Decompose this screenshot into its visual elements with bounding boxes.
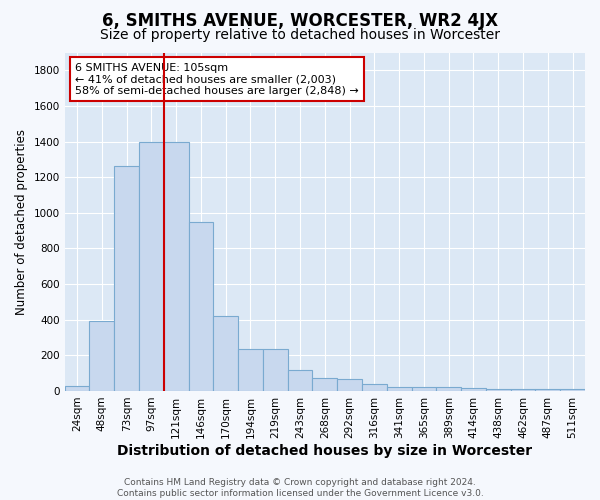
Bar bbox=[362, 384, 387, 391]
Bar bbox=[287, 370, 313, 391]
Text: Size of property relative to detached houses in Worcester: Size of property relative to detached ho… bbox=[100, 28, 500, 42]
Bar bbox=[214, 316, 238, 391]
Bar bbox=[337, 380, 362, 391]
Bar bbox=[535, 389, 560, 391]
Bar bbox=[461, 388, 486, 391]
Bar bbox=[164, 142, 188, 391]
Text: 6 SMITHS AVENUE: 105sqm
← 41% of detached houses are smaller (2,003)
58% of semi: 6 SMITHS AVENUE: 105sqm ← 41% of detache… bbox=[75, 62, 359, 96]
Bar bbox=[313, 378, 337, 391]
Bar bbox=[412, 388, 436, 391]
Bar bbox=[387, 388, 412, 391]
Bar bbox=[486, 389, 511, 391]
Bar bbox=[89, 320, 114, 391]
Text: Contains HM Land Registry data © Crown copyright and database right 2024.
Contai: Contains HM Land Registry data © Crown c… bbox=[116, 478, 484, 498]
Text: 6, SMITHS AVENUE, WORCESTER, WR2 4JX: 6, SMITHS AVENUE, WORCESTER, WR2 4JX bbox=[102, 12, 498, 30]
Y-axis label: Number of detached properties: Number of detached properties bbox=[15, 128, 28, 314]
Bar bbox=[511, 389, 535, 391]
Bar bbox=[114, 166, 139, 391]
Bar bbox=[139, 142, 164, 391]
Bar bbox=[560, 389, 585, 391]
Bar bbox=[436, 388, 461, 391]
X-axis label: Distribution of detached houses by size in Worcester: Distribution of detached houses by size … bbox=[117, 444, 532, 458]
Bar bbox=[263, 349, 287, 391]
Bar bbox=[238, 349, 263, 391]
Bar bbox=[188, 222, 214, 391]
Bar bbox=[65, 386, 89, 391]
